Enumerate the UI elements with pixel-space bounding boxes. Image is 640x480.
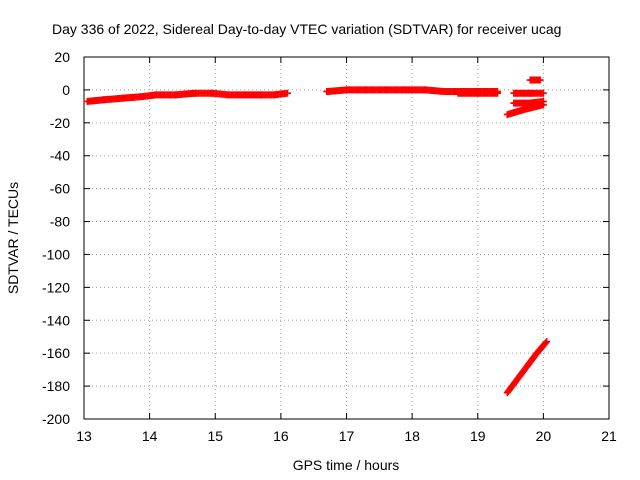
data-point: [536, 76, 544, 84]
data-point: [539, 101, 547, 109]
y-tick-label: -120: [42, 279, 70, 295]
y-tick-label: -100: [42, 246, 70, 262]
x-tick-label: 16: [273, 428, 289, 444]
x-axis-label: GPS time / hours: [293, 457, 400, 473]
axis-ticks: 13 14 15 16 17 18 19 20 21 20 0 -20 -40 -60 -80 -100 -12…: [42, 49, 617, 444]
x-tick-label: 14: [142, 428, 158, 444]
data-point: [542, 339, 550, 347]
x-tick-label: 18: [404, 428, 420, 444]
data-points: [83, 76, 551, 397]
data-point: [539, 89, 547, 97]
y-tick-label: -160: [42, 345, 70, 361]
y-axis-label: SDTVAR / TECUs: [5, 182, 21, 294]
y-tick-label: -180: [42, 378, 70, 394]
y-tick-label: -200: [42, 411, 70, 427]
y-tick-label: -20: [50, 115, 70, 131]
x-tick-label: 15: [207, 428, 223, 444]
y-tick-label: -60: [50, 181, 70, 197]
x-tick-label: 20: [536, 428, 552, 444]
grid: [84, 57, 609, 419]
y-tick-label: 20: [54, 49, 70, 65]
y-tick-label: 0: [62, 82, 70, 98]
y-tick-label: -140: [42, 312, 70, 328]
y-tick-label: -80: [50, 214, 70, 230]
data-point: [543, 338, 551, 346]
x-tick-label: 13: [76, 428, 92, 444]
y-tick-label: -40: [50, 148, 70, 164]
x-tick-label: 21: [601, 428, 617, 444]
chart-title: Day 336 of 2022, Sidereal Day-to-day VTE…: [52, 21, 561, 37]
x-tick-label: 17: [339, 428, 355, 444]
data-point: [493, 89, 501, 97]
data-point: [283, 89, 291, 97]
x-tick-label: 19: [470, 428, 486, 444]
